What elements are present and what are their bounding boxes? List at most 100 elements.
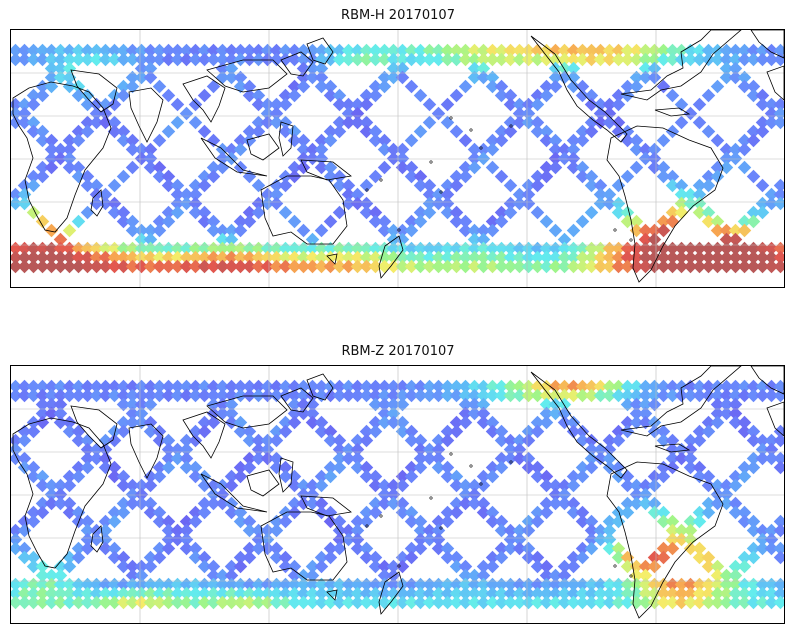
swath-cell — [728, 61, 743, 76]
swath-cell — [152, 160, 167, 175]
swath-cell — [431, 52, 446, 67]
swath-cell — [476, 379, 491, 394]
swath-cell — [755, 586, 770, 601]
swath-cell — [566, 415, 581, 430]
swath-cell — [11, 52, 23, 67]
swath-cell — [755, 541, 770, 556]
swath-cell — [503, 97, 518, 112]
coastline — [326, 253, 338, 265]
swath-cell — [728, 52, 743, 67]
swath-cell — [134, 223, 149, 238]
swath-cell — [359, 250, 374, 265]
swath-cell — [692, 196, 707, 211]
swath-cell — [620, 397, 635, 412]
swath-cell — [431, 541, 446, 556]
swath-cell — [161, 388, 176, 403]
swath-cell — [665, 250, 680, 265]
swath-cell — [188, 205, 203, 220]
swath-cell — [143, 250, 158, 265]
swath-cell — [224, 52, 239, 67]
swath-cell — [89, 196, 104, 211]
swath-cell — [602, 259, 617, 274]
swath-cell — [494, 88, 509, 103]
swath-cell — [746, 79, 761, 94]
swath-cell — [584, 169, 599, 184]
swath-cell — [683, 43, 698, 58]
swath-cell — [26, 178, 41, 193]
swath-cell — [125, 379, 140, 394]
swath-cell — [206, 595, 221, 610]
swath-cell — [107, 97, 122, 112]
swath-cell — [485, 415, 500, 430]
swath-cell — [305, 397, 320, 412]
swath-cell — [107, 550, 122, 565]
swath-cell — [584, 124, 599, 139]
swath-cell — [458, 169, 473, 184]
swath-cell — [152, 586, 167, 601]
swath-cell — [359, 514, 374, 529]
swath-cell — [710, 79, 725, 94]
swath-cell — [413, 433, 428, 448]
swath-cell — [656, 388, 671, 403]
swath-cell — [260, 442, 275, 457]
swath-cell — [440, 250, 455, 265]
swath-cell — [458, 250, 473, 265]
swath-cell — [143, 415, 158, 430]
swath-cell — [161, 88, 176, 103]
swath-cell — [584, 97, 599, 112]
swath-cell — [44, 568, 59, 583]
swath-cell — [251, 388, 266, 403]
swath-cell — [449, 478, 464, 493]
swath-cell — [395, 397, 410, 412]
swath-cell — [521, 586, 536, 601]
swath-cell — [224, 478, 239, 493]
swath-cell — [422, 586, 437, 601]
swath-cell — [440, 52, 455, 67]
swath-cell — [692, 388, 707, 403]
swath-cell — [179, 388, 194, 403]
swath-cell — [755, 451, 770, 466]
swath-cell — [413, 52, 428, 67]
island — [449, 116, 453, 120]
swath-cell — [11, 97, 23, 112]
swath-cell — [44, 496, 59, 511]
swath-cell — [764, 115, 779, 130]
swath-cell — [11, 250, 23, 265]
swath-cell — [107, 424, 122, 439]
swath-cell — [548, 160, 563, 175]
swath-cell — [584, 259, 599, 274]
swath-cell — [638, 487, 653, 502]
swath-cell — [359, 595, 374, 610]
coastline — [12, 81, 112, 233]
swath-cell — [80, 379, 95, 394]
swath-cell — [503, 259, 518, 274]
coastline — [654, 443, 691, 453]
swath-cell — [260, 106, 275, 121]
swath-cell — [197, 214, 212, 229]
swath-cell — [161, 250, 176, 265]
swath-cell — [683, 451, 698, 466]
swath-cell — [242, 451, 257, 466]
swath-cell — [494, 586, 509, 601]
swath-cell — [188, 586, 203, 601]
swath-cell — [413, 523, 428, 538]
swath-cell — [674, 442, 689, 457]
swath-cell — [494, 595, 509, 610]
swath-cell — [71, 259, 86, 274]
swath-cell — [449, 43, 464, 58]
swath-cell — [62, 415, 77, 430]
swath-cell — [575, 160, 590, 175]
swath-cell — [242, 388, 257, 403]
swath-cell — [71, 379, 86, 394]
swath-cell — [287, 250, 302, 265]
swath-cell — [647, 397, 662, 412]
swath-cell — [359, 550, 374, 565]
swath-cell — [44, 595, 59, 610]
swath-cell — [611, 433, 626, 448]
swath-cell — [368, 43, 383, 58]
swath-cell — [368, 388, 383, 403]
swath-cell — [422, 196, 437, 211]
swath-cell — [11, 106, 23, 121]
swath-cell — [467, 160, 482, 175]
swath-cell — [422, 187, 437, 202]
